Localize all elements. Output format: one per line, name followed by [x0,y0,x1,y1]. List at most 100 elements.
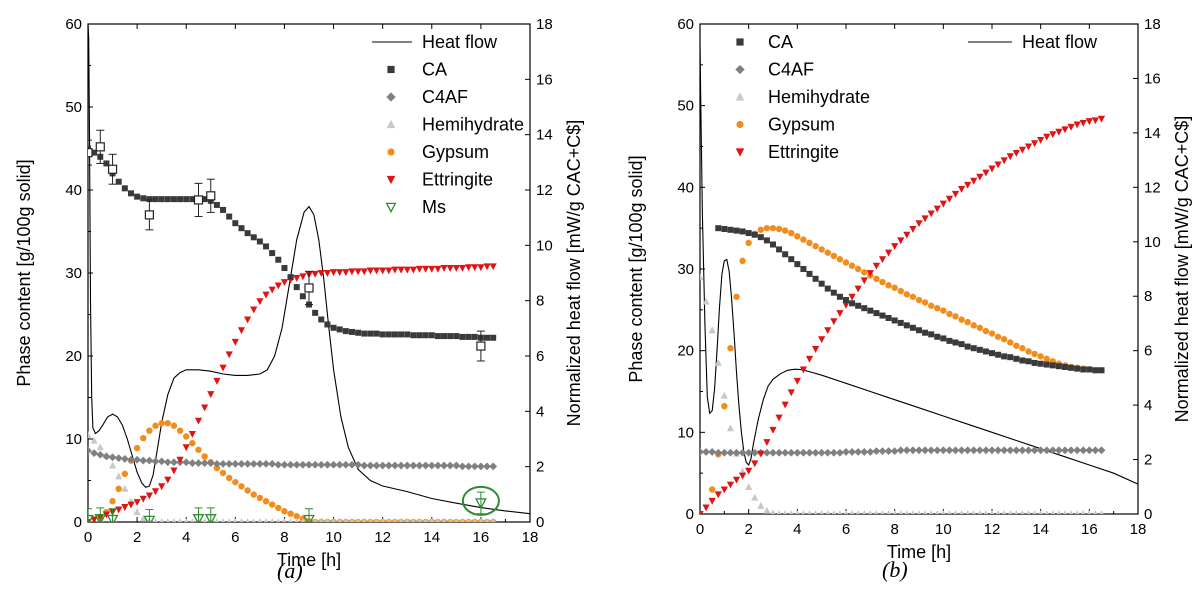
y2-tick-label: 16 [536,71,553,88]
data-point-hemihydrate [996,510,1001,514]
data-point-gypsum [195,446,202,453]
data-point-ettringite [945,195,954,203]
data-point-c4af [1061,446,1069,455]
data-point-c4af [896,446,905,455]
data-point-hemihydrate [454,518,459,522]
data-point-c4af [206,459,215,467]
data-point-hemihydrate [133,508,141,516]
data-point-ettringite [1043,133,1051,141]
data-point-c4af [836,448,844,457]
data-point-c4af [127,455,135,464]
data-point-gypsum [854,265,862,273]
y-tick-label: 0 [686,506,694,523]
data-point-ca [1037,360,1044,367]
data-point-ettringite [188,431,196,438]
data-point-ettringite [921,215,929,223]
data-point-ms-measured [94,514,107,522]
data-point-ca [220,206,227,213]
data-point-ca [398,331,405,338]
data-point-gypsum [1019,345,1026,352]
data-point-hemihydrate [1038,510,1043,514]
data-point-ettringite [158,483,166,491]
data-point-ettringite [250,306,258,314]
data-point-c4af [243,460,252,468]
y-axis-label: Phase content [g/100g solid] [14,159,34,386]
x-tick-label: 18 [522,529,539,546]
data-point-ca [855,302,862,309]
legend-label-hemihydrate: Hemihydrate [422,115,524,135]
data-point-hemihydrate [837,510,842,514]
data-point-ca [745,230,752,237]
data-point-ca [812,275,819,282]
data-point-gypsum [140,434,147,442]
data-point-c4af [1000,446,1009,455]
legend-marker-c4af [386,92,396,102]
data-point-hemihydrate [953,510,958,514]
data-point-ettringite [757,450,765,458]
data-point-ettringite [244,316,252,324]
data-point-ettringite [379,267,387,275]
legend-label-c4af: C4AF [422,87,468,107]
data-point-hemihydrate [178,518,183,522]
data-point-c4af [225,460,234,468]
data-point-ca [226,213,233,220]
data-point-gypsum [1007,339,1014,346]
data-point-gypsum [739,257,746,265]
data-point-c4af [738,448,747,457]
data-point-ettringite [434,265,442,273]
data-point-ettringite [903,231,911,239]
data-point-hemihydrate [880,510,885,514]
data-point-ca [422,332,429,339]
data-point-gypsum [903,291,911,298]
data-point-hemihydrate [417,518,422,522]
data-point-ettringite [909,225,917,233]
data-point-ettringite [465,264,473,272]
data-point-hemihydrate [349,518,355,522]
data-point-ca [91,149,98,156]
data-point-ettringite [884,249,893,257]
data-point-gypsum [958,316,965,323]
data-point-ca [385,331,392,338]
y2-tick-label: 16 [1144,70,1161,87]
data-point-c4af [700,448,704,456]
data-point-gypsum [745,239,752,247]
data-point-c4af [139,456,148,465]
data-point-ettringite [866,270,874,277]
data-point-c4af [994,446,1002,455]
data-point-hemihydrate [807,510,812,514]
data-point-hemihydrate [202,518,207,522]
data-point-hemihydrate [263,518,269,522]
data-point-c4af [805,448,814,457]
data-point-ettringite [824,327,832,335]
data-point-c4af [409,461,418,470]
data-point-ettringite [127,501,135,509]
data-point-gypsum [219,469,227,477]
data-point-hemihydrate [411,518,416,522]
data-point-c4af [951,446,960,455]
x-tick-label: 14 [1032,521,1049,538]
data-point-ettringite [133,499,141,506]
data-point-hemihydrate [478,518,483,522]
data-point-ettringite [348,268,356,276]
data-point-ettringite [452,265,460,272]
data-point-ettringite [391,266,399,274]
data-point-c4af [163,458,172,467]
data-point-hemihydrate [1032,510,1037,514]
data-point-c4af [1042,446,1051,455]
data-point-hemihydrate [868,510,873,514]
data-point-hemihydrate [405,518,410,522]
data-point-ca [934,333,941,340]
data-point-c4af [842,448,850,456]
data-point-hemihydrate [282,518,287,522]
data-point-hemihydrate [1002,510,1007,514]
data-point-ca [715,225,722,232]
data-point-c4af [329,460,338,469]
data-point-gypsum [873,275,880,282]
data-point-ca [447,333,454,340]
data-point-ettringite [213,377,221,385]
data-point-ettringite [115,506,123,514]
data-point-hemihydrate [1087,510,1092,514]
data-point-ca [1074,365,1081,372]
data-point-c4af [274,460,283,469]
data-point-hemihydrate [947,510,952,514]
